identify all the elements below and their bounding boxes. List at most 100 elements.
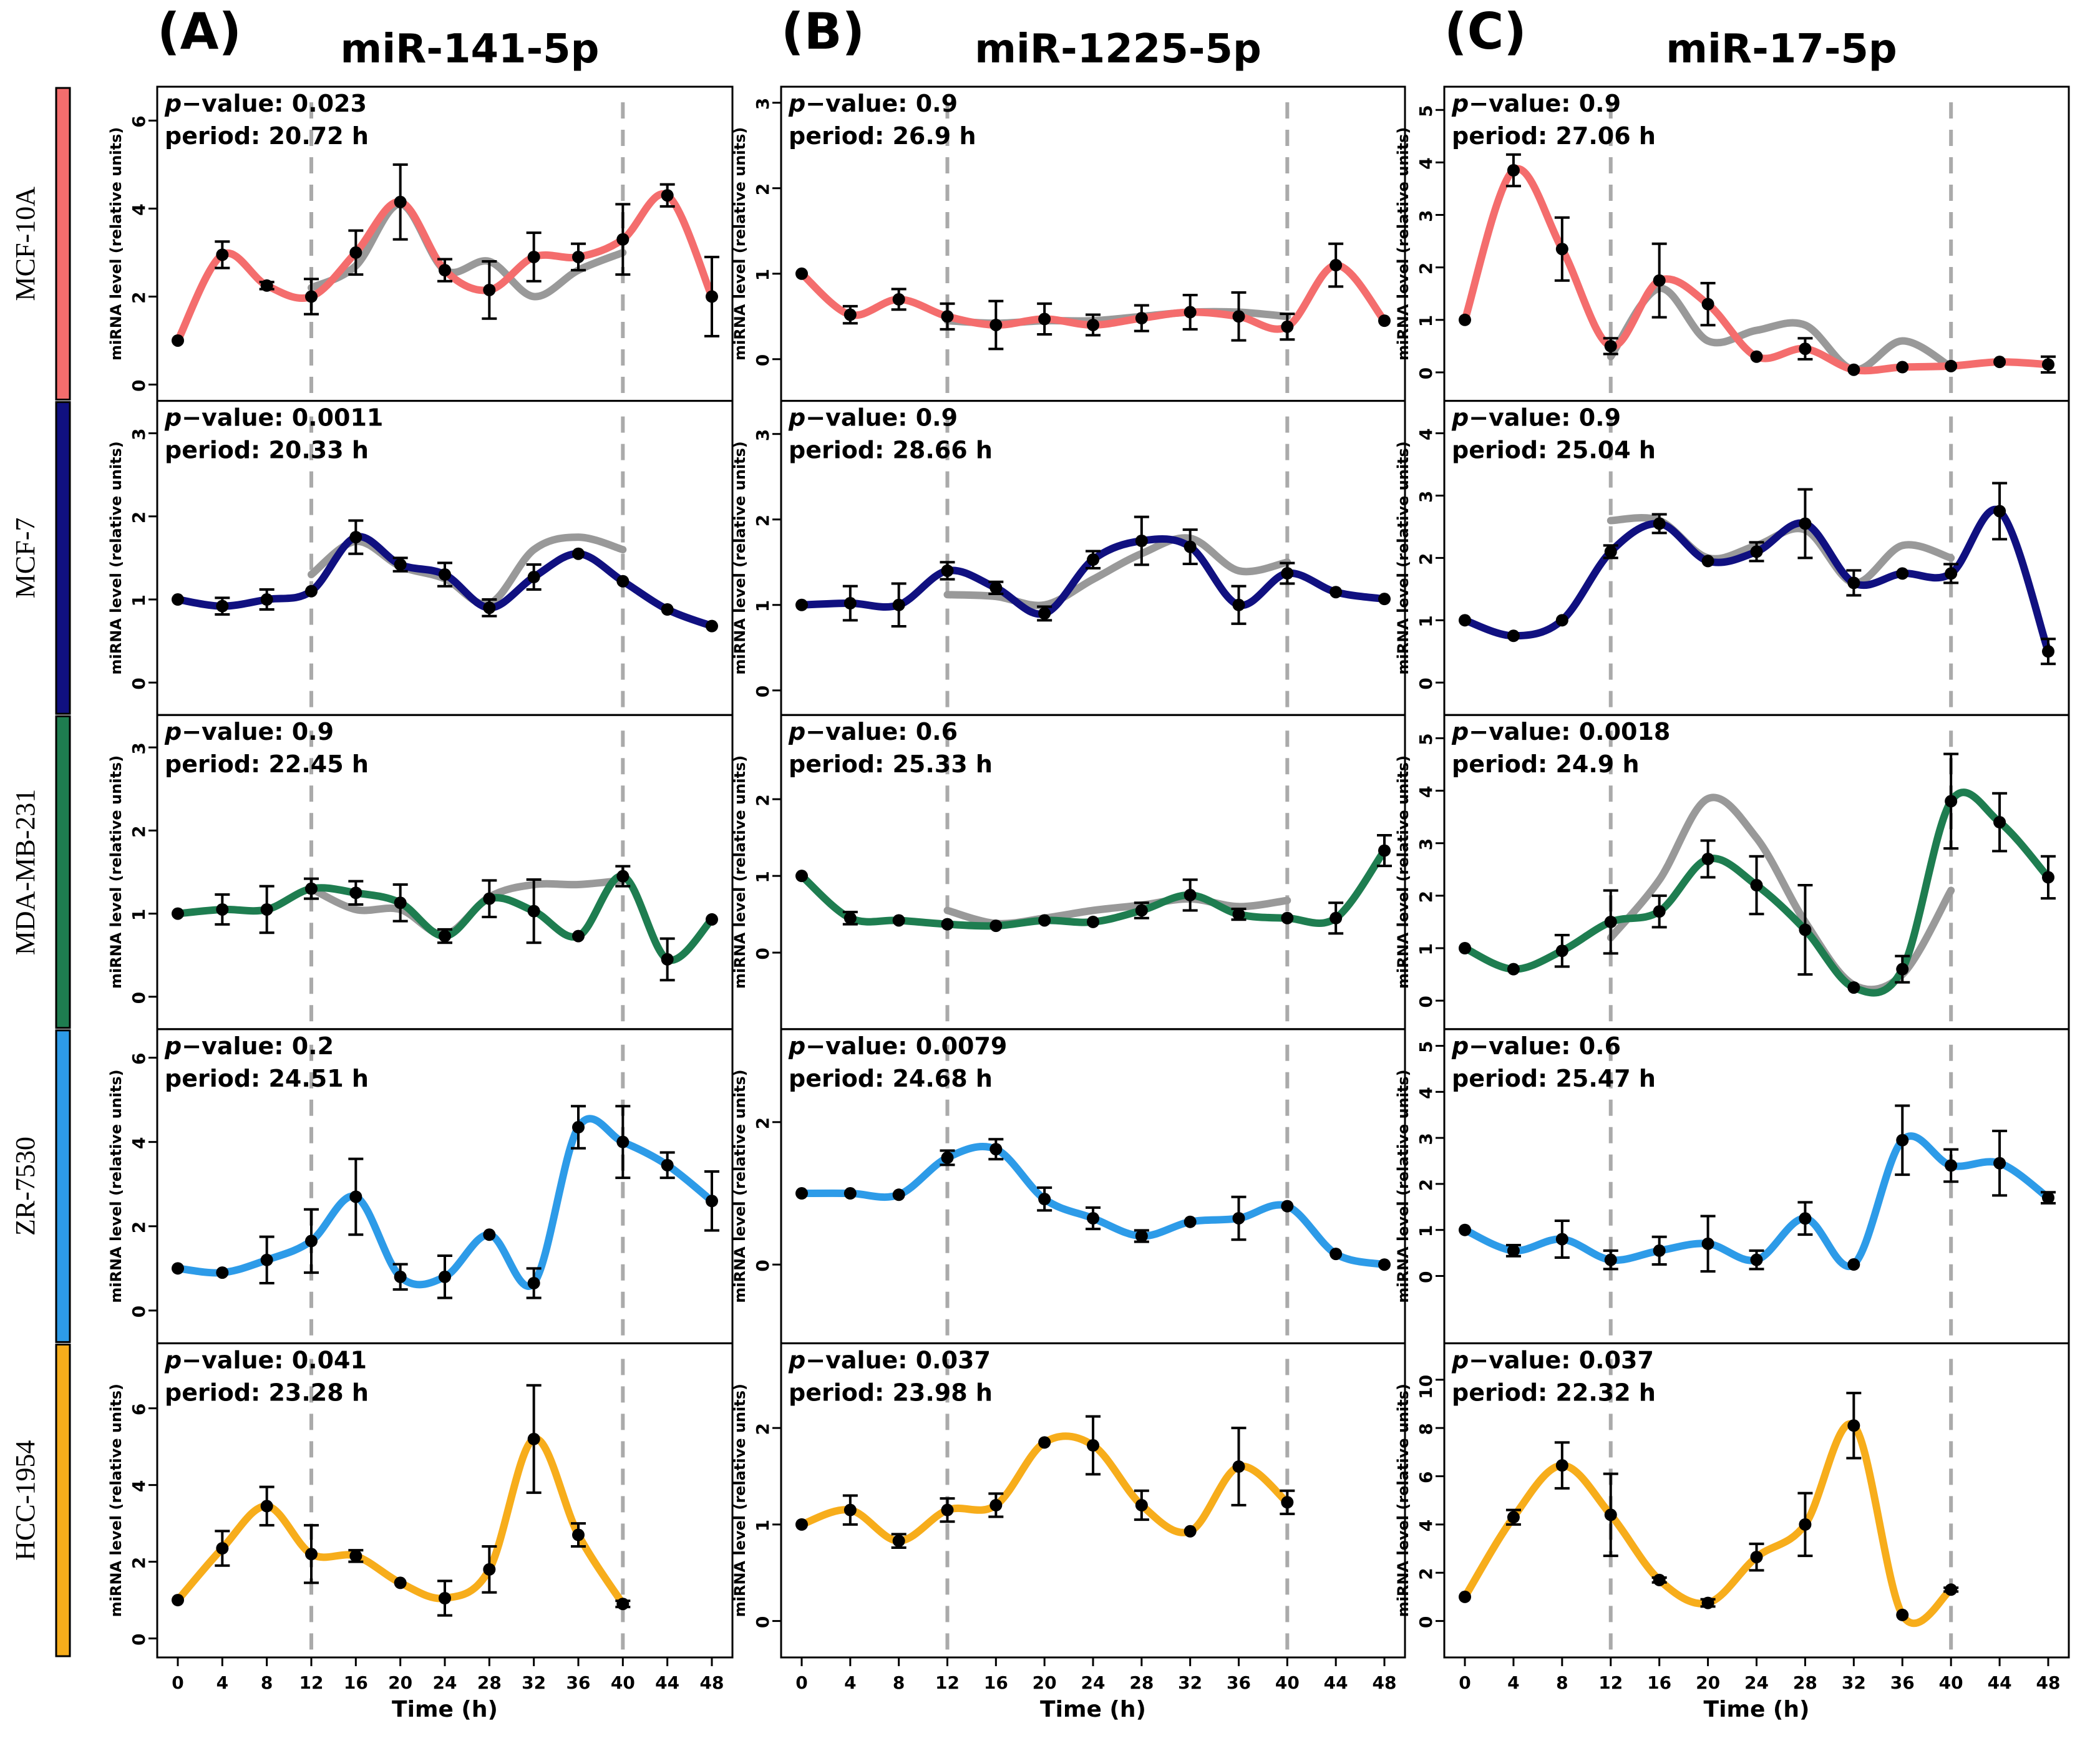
row-label-0: MCF-10A: [10, 187, 41, 301]
data-point: [1232, 1211, 1245, 1225]
y-axis-label: miRNA level (relative units): [731, 127, 749, 361]
row-color-bar-0: [55, 87, 71, 401]
y-tick-label: 2: [752, 515, 773, 526]
data-point: [1555, 614, 1568, 627]
y-tick-label: 8: [1416, 1423, 1436, 1435]
pvalue-label: −value:: [1469, 1346, 1579, 1374]
x-tick-label: 44: [1324, 1672, 1348, 1693]
data-point: [1281, 567, 1294, 580]
pvalue-value: 0.9: [916, 90, 958, 117]
y-axis-label: miRNA level (relative units): [731, 1069, 749, 1302]
y-tick-label: 0: [1416, 996, 1436, 1007]
pvalue-label: −value:: [805, 404, 916, 432]
y-axis-label: miRNA level (relative units): [107, 1384, 125, 1617]
data-point: [1281, 911, 1294, 924]
period-annotation: period: 25.47 h: [1452, 1065, 1656, 1092]
x-tick-label: 4: [1507, 1672, 1519, 1693]
data-point: [661, 603, 674, 616]
panel-0-0: 0 2 4 6 miRNA level (relative units) p−value:…: [107, 85, 734, 402]
fitted-curve: [308, 200, 627, 301]
x-tick-label: 20: [388, 1672, 412, 1693]
pvalue-symbol: p: [788, 1346, 805, 1374]
y-tick-label: 0: [129, 1634, 149, 1646]
x-tick-label: 16: [344, 1672, 368, 1693]
y-tick-label: 4: [1416, 786, 1436, 798]
data-point: [1799, 1212, 1812, 1225]
data-point: [1945, 1159, 1958, 1172]
data-point: [1135, 1498, 1148, 1511]
pvalue-label: −value:: [182, 404, 292, 432]
data-point: [1378, 314, 1391, 327]
panel-1-2: 0 1 2 3 4 miRNA level (relative units) p−value…: [1394, 400, 2070, 716]
period-label: period:: [1452, 122, 1555, 150]
pvalue-label: −value:: [1469, 404, 1579, 432]
y-tick-label: 1: [752, 871, 773, 883]
period-label: period:: [1452, 437, 1555, 464]
data-point: [349, 246, 362, 259]
panel-2-0: 0 1 2 3 miRNA level (relative units) p−value:…: [107, 714, 734, 1031]
x-tick-label: 24: [433, 1672, 457, 1693]
pvalue-value: 0.037: [1579, 1346, 1654, 1374]
pvalue-annotation: p−value: 0.041: [164, 1346, 367, 1374]
data-point: [706, 913, 718, 926]
data-point: [1653, 905, 1666, 918]
period-annotation: period: 20.33 h: [165, 437, 369, 464]
column-title-2: miR-17-5p: [1666, 26, 1897, 72]
period-unit: h: [344, 750, 369, 778]
data-point: [1799, 517, 1812, 530]
data-point: [172, 1594, 184, 1607]
y-tick-label: 0: [1416, 1271, 1436, 1283]
data-point: [1459, 1590, 1471, 1603]
data-point: [1281, 1200, 1294, 1213]
y-tick-label: 4: [1416, 429, 1436, 440]
data-point: [2042, 645, 2054, 658]
data-point: [527, 250, 540, 263]
x-tick-label: 28: [1793, 1672, 1817, 1693]
data-point: [394, 1576, 407, 1589]
row-color-bar-4: [55, 1343, 71, 1657]
pvalue-value: 0.9: [916, 404, 958, 432]
data-point: [1604, 545, 1617, 558]
period-label: period:: [165, 122, 268, 150]
pvalue-symbol: p: [788, 718, 805, 745]
data-point: [1038, 313, 1051, 326]
data-point: [216, 1542, 229, 1555]
data-point: [1653, 274, 1666, 287]
x-tick-label: 36: [566, 1672, 591, 1693]
y-axis-label: miRNA level (relative units): [1394, 441, 1412, 674]
data-point: [1993, 505, 2006, 518]
data-point: [527, 905, 540, 918]
y-tick-label: 3: [752, 429, 773, 441]
row-color-bar-3: [55, 1029, 71, 1343]
data-point: [843, 1187, 857, 1200]
data-point: [1799, 923, 1812, 936]
x-tick-label: 48: [700, 1672, 724, 1693]
data-point: [572, 1528, 585, 1541]
data-point: [1330, 586, 1343, 599]
data-point: [795, 1187, 808, 1200]
column-title-1: miR-1225-5p: [975, 26, 1261, 72]
data-point: [1087, 915, 1099, 928]
row-color-bar-1: [55, 401, 71, 715]
pvalue-value: 0.2: [292, 1032, 334, 1060]
data-point: [527, 1276, 540, 1289]
pvalue-value: 0.037: [916, 1346, 991, 1374]
pvalue-value: 0.0011: [292, 404, 384, 432]
data-point: [843, 597, 857, 610]
data-point: [1378, 1258, 1391, 1271]
x-axis-label: Time (h): [392, 1697, 498, 1722]
data-point: [989, 1143, 1003, 1156]
data-point: [1604, 1253, 1617, 1266]
period-annotation: period: 24.51 h: [165, 1065, 369, 1092]
pvalue-symbol: p: [164, 1346, 182, 1374]
y-tick-label: 3: [1416, 1133, 1436, 1145]
data-point: [2042, 358, 2054, 371]
data-point: [572, 250, 585, 263]
x-tick-label: 4: [216, 1672, 228, 1693]
x-tick-label: 4: [844, 1672, 856, 1693]
data-point: [1847, 576, 1860, 589]
series-curve: [1461, 505, 2052, 656]
data-point: [843, 1503, 857, 1516]
pvalue-symbol: p: [1451, 718, 1469, 745]
